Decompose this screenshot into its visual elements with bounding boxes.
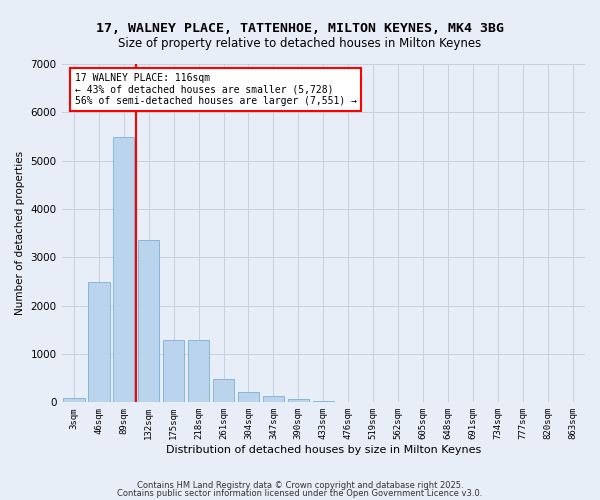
Text: Size of property relative to detached houses in Milton Keynes: Size of property relative to detached ho… xyxy=(118,38,482,51)
Text: 17 WALNEY PLACE: 116sqm
← 43% of detached houses are smaller (5,728)
56% of semi: 17 WALNEY PLACE: 116sqm ← 43% of detache… xyxy=(74,72,356,106)
Bar xyxy=(64,398,85,402)
Bar xyxy=(188,340,209,402)
Bar xyxy=(113,136,134,402)
Bar xyxy=(238,392,259,402)
Bar xyxy=(213,379,234,402)
Bar xyxy=(263,396,284,402)
Text: Contains HM Land Registry data © Crown copyright and database right 2025.: Contains HM Land Registry data © Crown c… xyxy=(137,480,463,490)
Text: 17, WALNEY PLACE, TATTENHOE, MILTON KEYNES, MK4 3BG: 17, WALNEY PLACE, TATTENHOE, MILTON KEYN… xyxy=(96,22,504,36)
Text: Contains public sector information licensed under the Open Government Licence v3: Contains public sector information licen… xyxy=(118,489,482,498)
Bar xyxy=(138,240,160,402)
Bar xyxy=(163,340,184,402)
Y-axis label: Number of detached properties: Number of detached properties xyxy=(15,151,25,315)
Bar xyxy=(88,282,110,403)
X-axis label: Distribution of detached houses by size in Milton Keynes: Distribution of detached houses by size … xyxy=(166,445,481,455)
Bar xyxy=(288,400,309,402)
Bar xyxy=(313,401,334,402)
